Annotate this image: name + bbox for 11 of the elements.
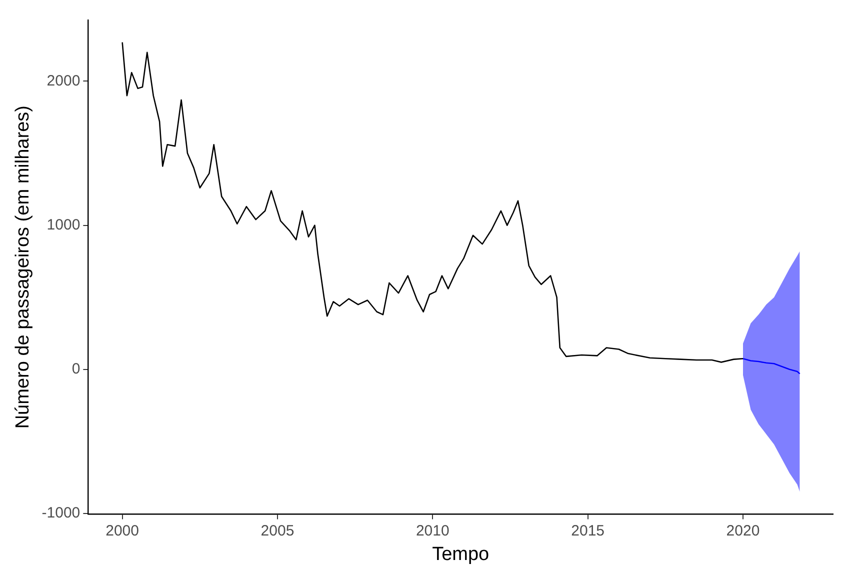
x-tick-label: 2010	[416, 522, 450, 540]
x-tick-label: 2015	[571, 522, 605, 540]
y-axis-title: Número de passageiros (em milhares)	[12, 106, 34, 429]
y-tick-label: -1000	[42, 504, 80, 522]
x-tick-label: 2000	[106, 522, 139, 540]
x-tick-label: 2005	[260, 522, 294, 540]
x-tick-label: 2020	[726, 522, 760, 540]
y-tick-label: 1000	[46, 216, 80, 234]
x-axis-title: Tempo	[432, 544, 490, 565]
y-tick-label: 0	[72, 360, 80, 378]
y-tick-label: 2000	[46, 72, 80, 90]
